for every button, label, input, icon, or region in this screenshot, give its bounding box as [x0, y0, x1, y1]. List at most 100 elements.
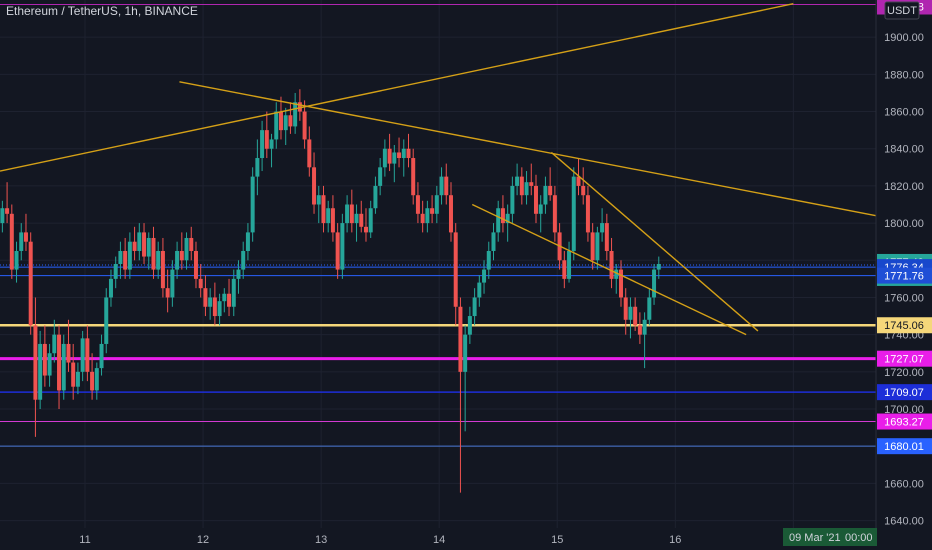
candle: [567, 241, 572, 283]
candle: [581, 167, 586, 205]
candle-body: [274, 111, 279, 140]
candle: [90, 353, 95, 400]
candle-body: [637, 325, 642, 335]
candle-body: [529, 182, 534, 186]
candle-body: [401, 148, 406, 159]
candle-body: [165, 288, 170, 298]
candle: [108, 269, 113, 307]
candle-body: [217, 301, 222, 317]
candle: [434, 185, 439, 224]
candle: [633, 297, 638, 331]
candle-body: [269, 139, 274, 149]
candle: [0, 200, 5, 233]
level-tag: 1745.06: [884, 320, 924, 332]
candle-body: [80, 338, 85, 372]
candle: [132, 226, 137, 261]
x-tick-label: 13: [315, 534, 327, 546]
candle: [373, 176, 378, 214]
candle-body: [486, 250, 491, 270]
candle: [260, 120, 265, 172]
level-tag-bg: [877, 438, 932, 455]
candle-body: [382, 148, 387, 168]
candle-body: [614, 269, 619, 279]
candle-body: [349, 204, 354, 224]
candle: [321, 185, 326, 233]
trendline[interactable]: [0, 3, 794, 172]
candle: [250, 167, 255, 242]
candle: [193, 241, 198, 289]
candle: [477, 275, 482, 307]
candle-body: [345, 204, 350, 224]
x-tick-label: 15: [551, 534, 563, 546]
candle-body: [278, 111, 283, 131]
candle-body: [387, 148, 392, 164]
candle-body: [363, 226, 368, 233]
candle: [66, 319, 71, 372]
candle-body: [297, 102, 302, 112]
candle-body: [359, 213, 364, 227]
candle-body: [600, 223, 605, 233]
currency-badge[interactable]: USDT: [884, 1, 920, 20]
candle-body: [236, 269, 241, 279]
candle: [363, 208, 368, 242]
candle-body: [633, 306, 638, 326]
candle: [47, 343, 52, 387]
candle: [19, 223, 24, 261]
candle: [203, 275, 208, 317]
candle-body: [99, 343, 104, 369]
candle: [175, 241, 180, 279]
candle-body: [415, 195, 420, 214]
candle-body: [160, 250, 165, 289]
candle: [217, 293, 222, 326]
candle: [165, 269, 170, 313]
candle: [368, 200, 373, 238]
candle: [349, 189, 354, 233]
candle-body: [567, 250, 572, 279]
candle: [189, 226, 194, 261]
candle-body: [609, 250, 614, 279]
candle: [330, 195, 335, 242]
candle: [236, 260, 241, 294]
candle-body: [227, 293, 232, 307]
trendline[interactable]: [550, 151, 759, 332]
candle-body: [222, 293, 227, 302]
candle-body: [656, 264, 661, 270]
candle: [448, 182, 453, 242]
candle: [170, 260, 175, 307]
candle-body: [463, 334, 468, 372]
candle: [212, 282, 217, 326]
trendline[interactable]: [179, 81, 877, 217]
candle-body: [378, 167, 383, 186]
candle: [656, 256, 661, 279]
candle: [505, 204, 510, 242]
candle-body: [439, 176, 444, 196]
trendline[interactable]: [471, 203, 747, 336]
candle: [104, 288, 109, 354]
candle-body: [562, 260, 567, 279]
x-tick-label: 11: [79, 534, 90, 546]
candle: [307, 126, 312, 177]
candle: [9, 204, 14, 279]
candle-body: [496, 208, 501, 233]
trendlines[interactable]: [0, 3, 877, 336]
candle: [387, 133, 392, 172]
candle: [623, 288, 628, 335]
candle-body: [326, 208, 331, 224]
candle: [113, 256, 118, 289]
candle: [647, 288, 652, 326]
candle: [482, 260, 487, 294]
candle-body: [482, 269, 487, 283]
candle: [274, 102, 279, 149]
candle-body: [23, 232, 28, 242]
level-tag: 1727.07: [884, 354, 924, 366]
candle-body: [316, 195, 321, 205]
time-tag: 09 Mar '21 00:00: [783, 528, 877, 546]
candle: [430, 195, 435, 224]
candle-body: [335, 232, 340, 270]
candle: [439, 167, 444, 205]
candle: [160, 237, 165, 298]
candle: [94, 362, 99, 400]
candle-body: [392, 152, 397, 164]
candle-body: [368, 208, 373, 233]
